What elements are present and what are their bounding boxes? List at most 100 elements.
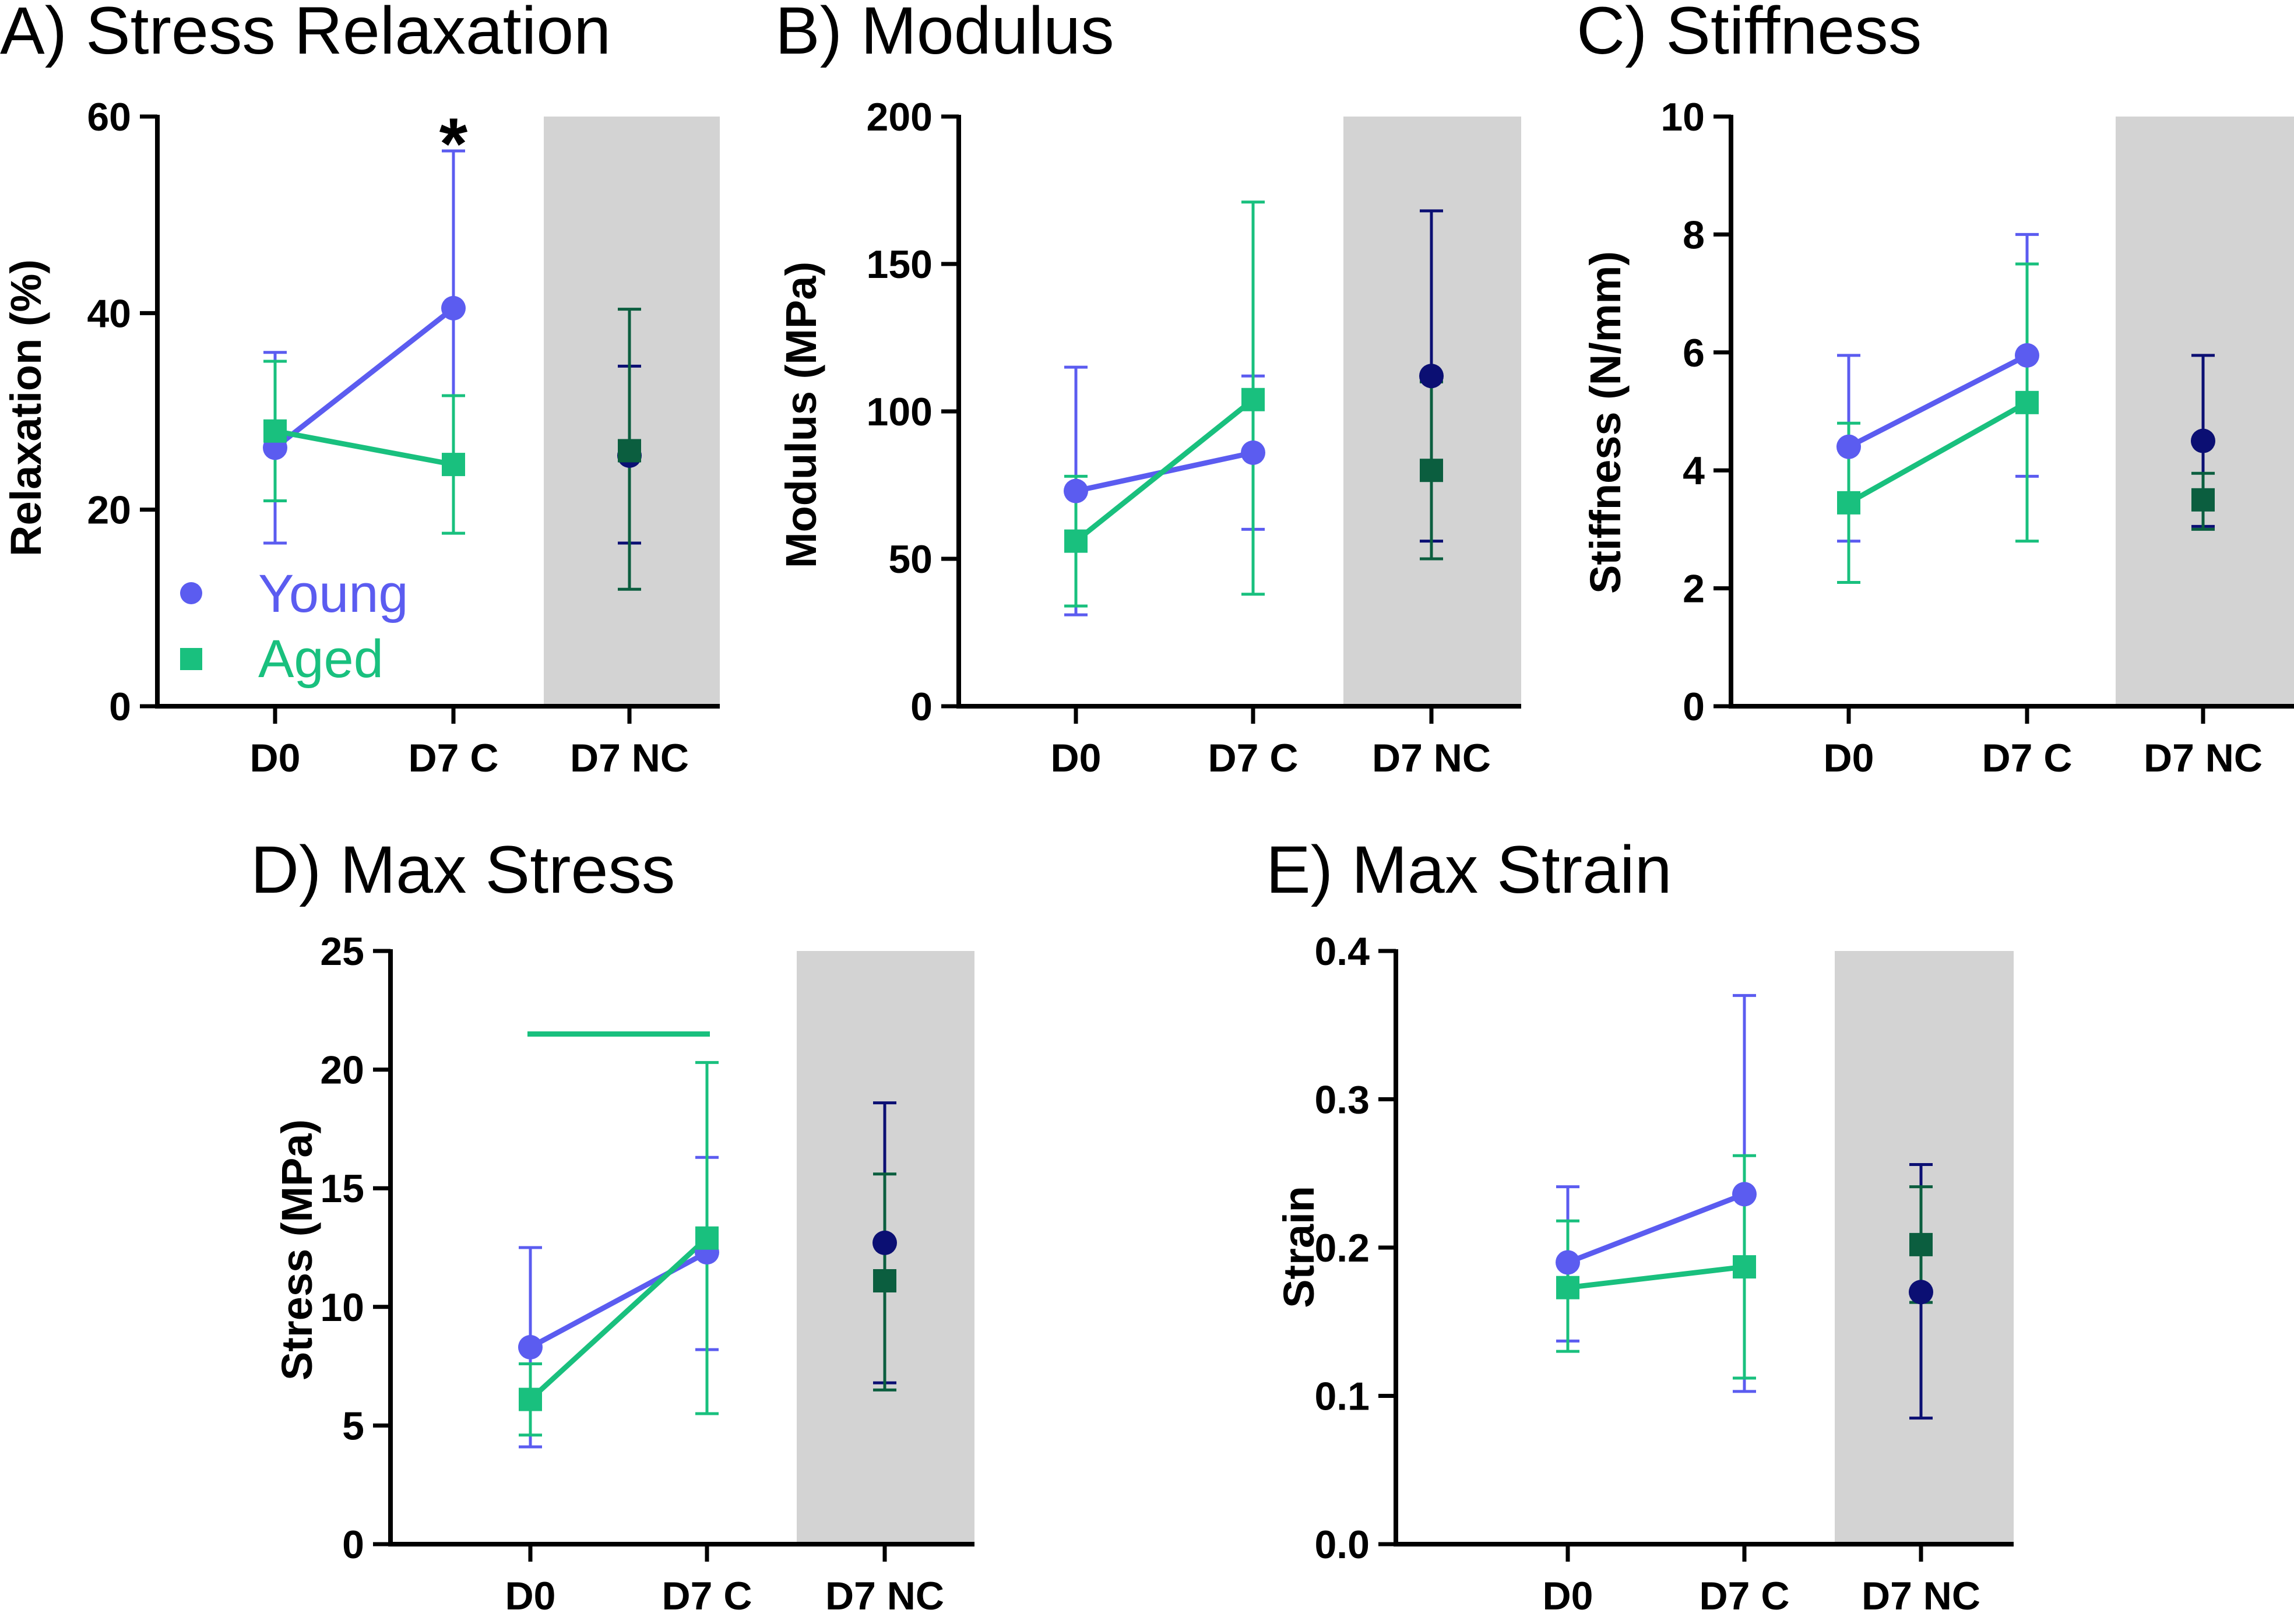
panel-stress-relaxation: A) Stress Relaxation Relaxation (%) Youn…	[0, 0, 720, 780]
y-tick-label: 0.4	[1314, 929, 1370, 974]
legend-aged-marker	[180, 648, 202, 670]
x-tick-label: D0	[1824, 736, 1874, 780]
series-line-aged	[528, 1236, 709, 1401]
y-tick-label: 0.2	[1314, 1226, 1370, 1270]
y-tick-label: 6	[1683, 331, 1705, 375]
y-tick-label: 4	[1683, 449, 1705, 493]
x-tick-label: D0	[1051, 736, 1102, 780]
series-line-aged	[1847, 400, 2029, 505]
y-tick-label: 10	[1660, 95, 1705, 139]
nc-shaded-region	[544, 117, 720, 706]
data-point-aged	[1837, 491, 1860, 515]
series-line-young	[529, 1250, 709, 1350]
data-point-young	[518, 1335, 543, 1360]
y-tick-label: 40	[87, 291, 131, 336]
x-tick-label: D7 NC	[570, 736, 689, 780]
x-tick-label: D7 NC	[825, 1574, 944, 1618]
y-axis-label: Strain	[1275, 1186, 1323, 1308]
y-axis-label: Stress (MPa)	[273, 1119, 321, 1380]
x-tick-label: D7 C	[1982, 736, 2073, 780]
series-line-aged	[1567, 1264, 1745, 1291]
panel-stiffness: C) Stiffness Stiffness (N/mm) 0 2 4 6 8 10 D0 D…	[1577, 0, 2294, 780]
panel-max-strain: E) Max Strain Strain 0.0 0.1 0.2 0.3 0.4 D0 D7…	[1266, 833, 2014, 1618]
x-tick-label: D7 NC	[1372, 736, 1491, 780]
y-axis-label: Modulus (MPa)	[777, 262, 825, 568]
legend: Young Aged	[180, 564, 409, 689]
data-point-young	[1909, 1280, 1933, 1305]
series-line-aged	[275, 428, 454, 467]
data-point-young	[2191, 428, 2215, 453]
series-line-young	[1567, 1192, 1746, 1265]
y-tick-label: 8	[1683, 213, 1705, 257]
panel-modulus: B) Modulus Modulus (MPa) 0 50 100 150 200 D0 D…	[775, 0, 1521, 780]
data-point-aged	[1064, 529, 1088, 553]
nc-shaded-region	[2116, 117, 2294, 706]
y-tick-label: 50	[888, 537, 933, 582]
y-tick-label: 0.0	[1314, 1523, 1370, 1567]
series-line-aged	[1074, 397, 1255, 544]
data-point-young	[1241, 440, 1265, 465]
data-point-young	[1732, 1182, 1757, 1207]
y-tick-label: 200	[867, 95, 933, 139]
legend-young-label: Young	[258, 564, 409, 623]
data-point-aged	[519, 1387, 542, 1411]
y-tick-label: 0.1	[1314, 1375, 1370, 1419]
x-tick-label: D0	[250, 736, 301, 780]
data-point-aged	[873, 1269, 896, 1293]
y-tick-label: 2	[1683, 567, 1705, 611]
y-tick-label: 0.3	[1314, 1078, 1370, 1122]
x-tick-label: D7 NC	[1862, 1574, 1980, 1618]
y-tick-label: 25	[320, 929, 364, 974]
data-point-aged	[1909, 1232, 1933, 1256]
y-tick-label: 20	[320, 1048, 364, 1093]
data-point-aged	[442, 453, 465, 477]
y-tick-label: 5	[342, 1404, 364, 1448]
y-axis-label: Relaxation (%)	[2, 259, 50, 556]
data-point-young	[2015, 343, 2039, 368]
y-tick-label: 0	[910, 685, 933, 729]
panel-title: B) Modulus	[775, 0, 1114, 68]
y-tick-label: 0	[342, 1523, 364, 1567]
data-point-aged	[2015, 390, 2039, 414]
data-point-young	[1836, 434, 1861, 459]
data-point-aged	[1733, 1255, 1756, 1279]
data-point-aged	[1556, 1276, 1579, 1299]
y-tick-label: 100	[867, 390, 933, 434]
series-line-young	[273, 306, 455, 450]
panel-max-stress: D) Max Stress Stress (MPa) 0 5 10 15 20 25 D0 D…	[251, 833, 974, 1618]
legend-young-marker	[180, 582, 202, 604]
panel-title: D) Max Stress	[251, 833, 675, 907]
data-point-aged	[263, 419, 287, 443]
x-tick-label: D0	[1543, 1574, 1593, 1618]
data-point-aged	[618, 439, 641, 463]
legend-aged-label: Aged	[258, 629, 383, 689]
panel-title: A) Stress Relaxation	[0, 0, 611, 68]
y-tick-label: 15	[320, 1167, 364, 1211]
y-tick-label: 150	[867, 242, 933, 287]
x-tick-label: D7 C	[662, 1574, 752, 1618]
data-point-aged	[695, 1226, 719, 1250]
data-point-young	[1556, 1250, 1580, 1275]
x-tick-label: D7 C	[409, 736, 499, 780]
data-point-young	[441, 295, 466, 320]
panel-title: E) Max Strain	[1266, 833, 1672, 907]
y-tick-label: 0	[109, 685, 131, 729]
y-tick-label: 20	[87, 488, 131, 533]
y-axis-label: Stiffness (N/mm)	[1581, 251, 1630, 594]
significance-asterisk: *	[439, 104, 468, 185]
x-tick-label: D7 NC	[2144, 736, 2263, 780]
data-point-aged	[1241, 387, 1265, 411]
y-tick-label: 0	[1683, 685, 1705, 729]
y-tick-label: 10	[320, 1285, 364, 1330]
data-point-young	[1064, 478, 1088, 503]
x-tick-label: D7 C	[1700, 1574, 1790, 1618]
data-point-young	[1419, 364, 1444, 389]
series-line-young	[1847, 353, 2029, 449]
y-tick-label: 60	[87, 95, 131, 139]
data-point-aged	[2191, 488, 2215, 512]
data-point-young	[872, 1230, 897, 1255]
panel-title: C) Stiffness	[1577, 0, 1922, 68]
x-tick-label: D7 C	[1208, 736, 1299, 780]
x-tick-label: D0	[505, 1574, 556, 1618]
